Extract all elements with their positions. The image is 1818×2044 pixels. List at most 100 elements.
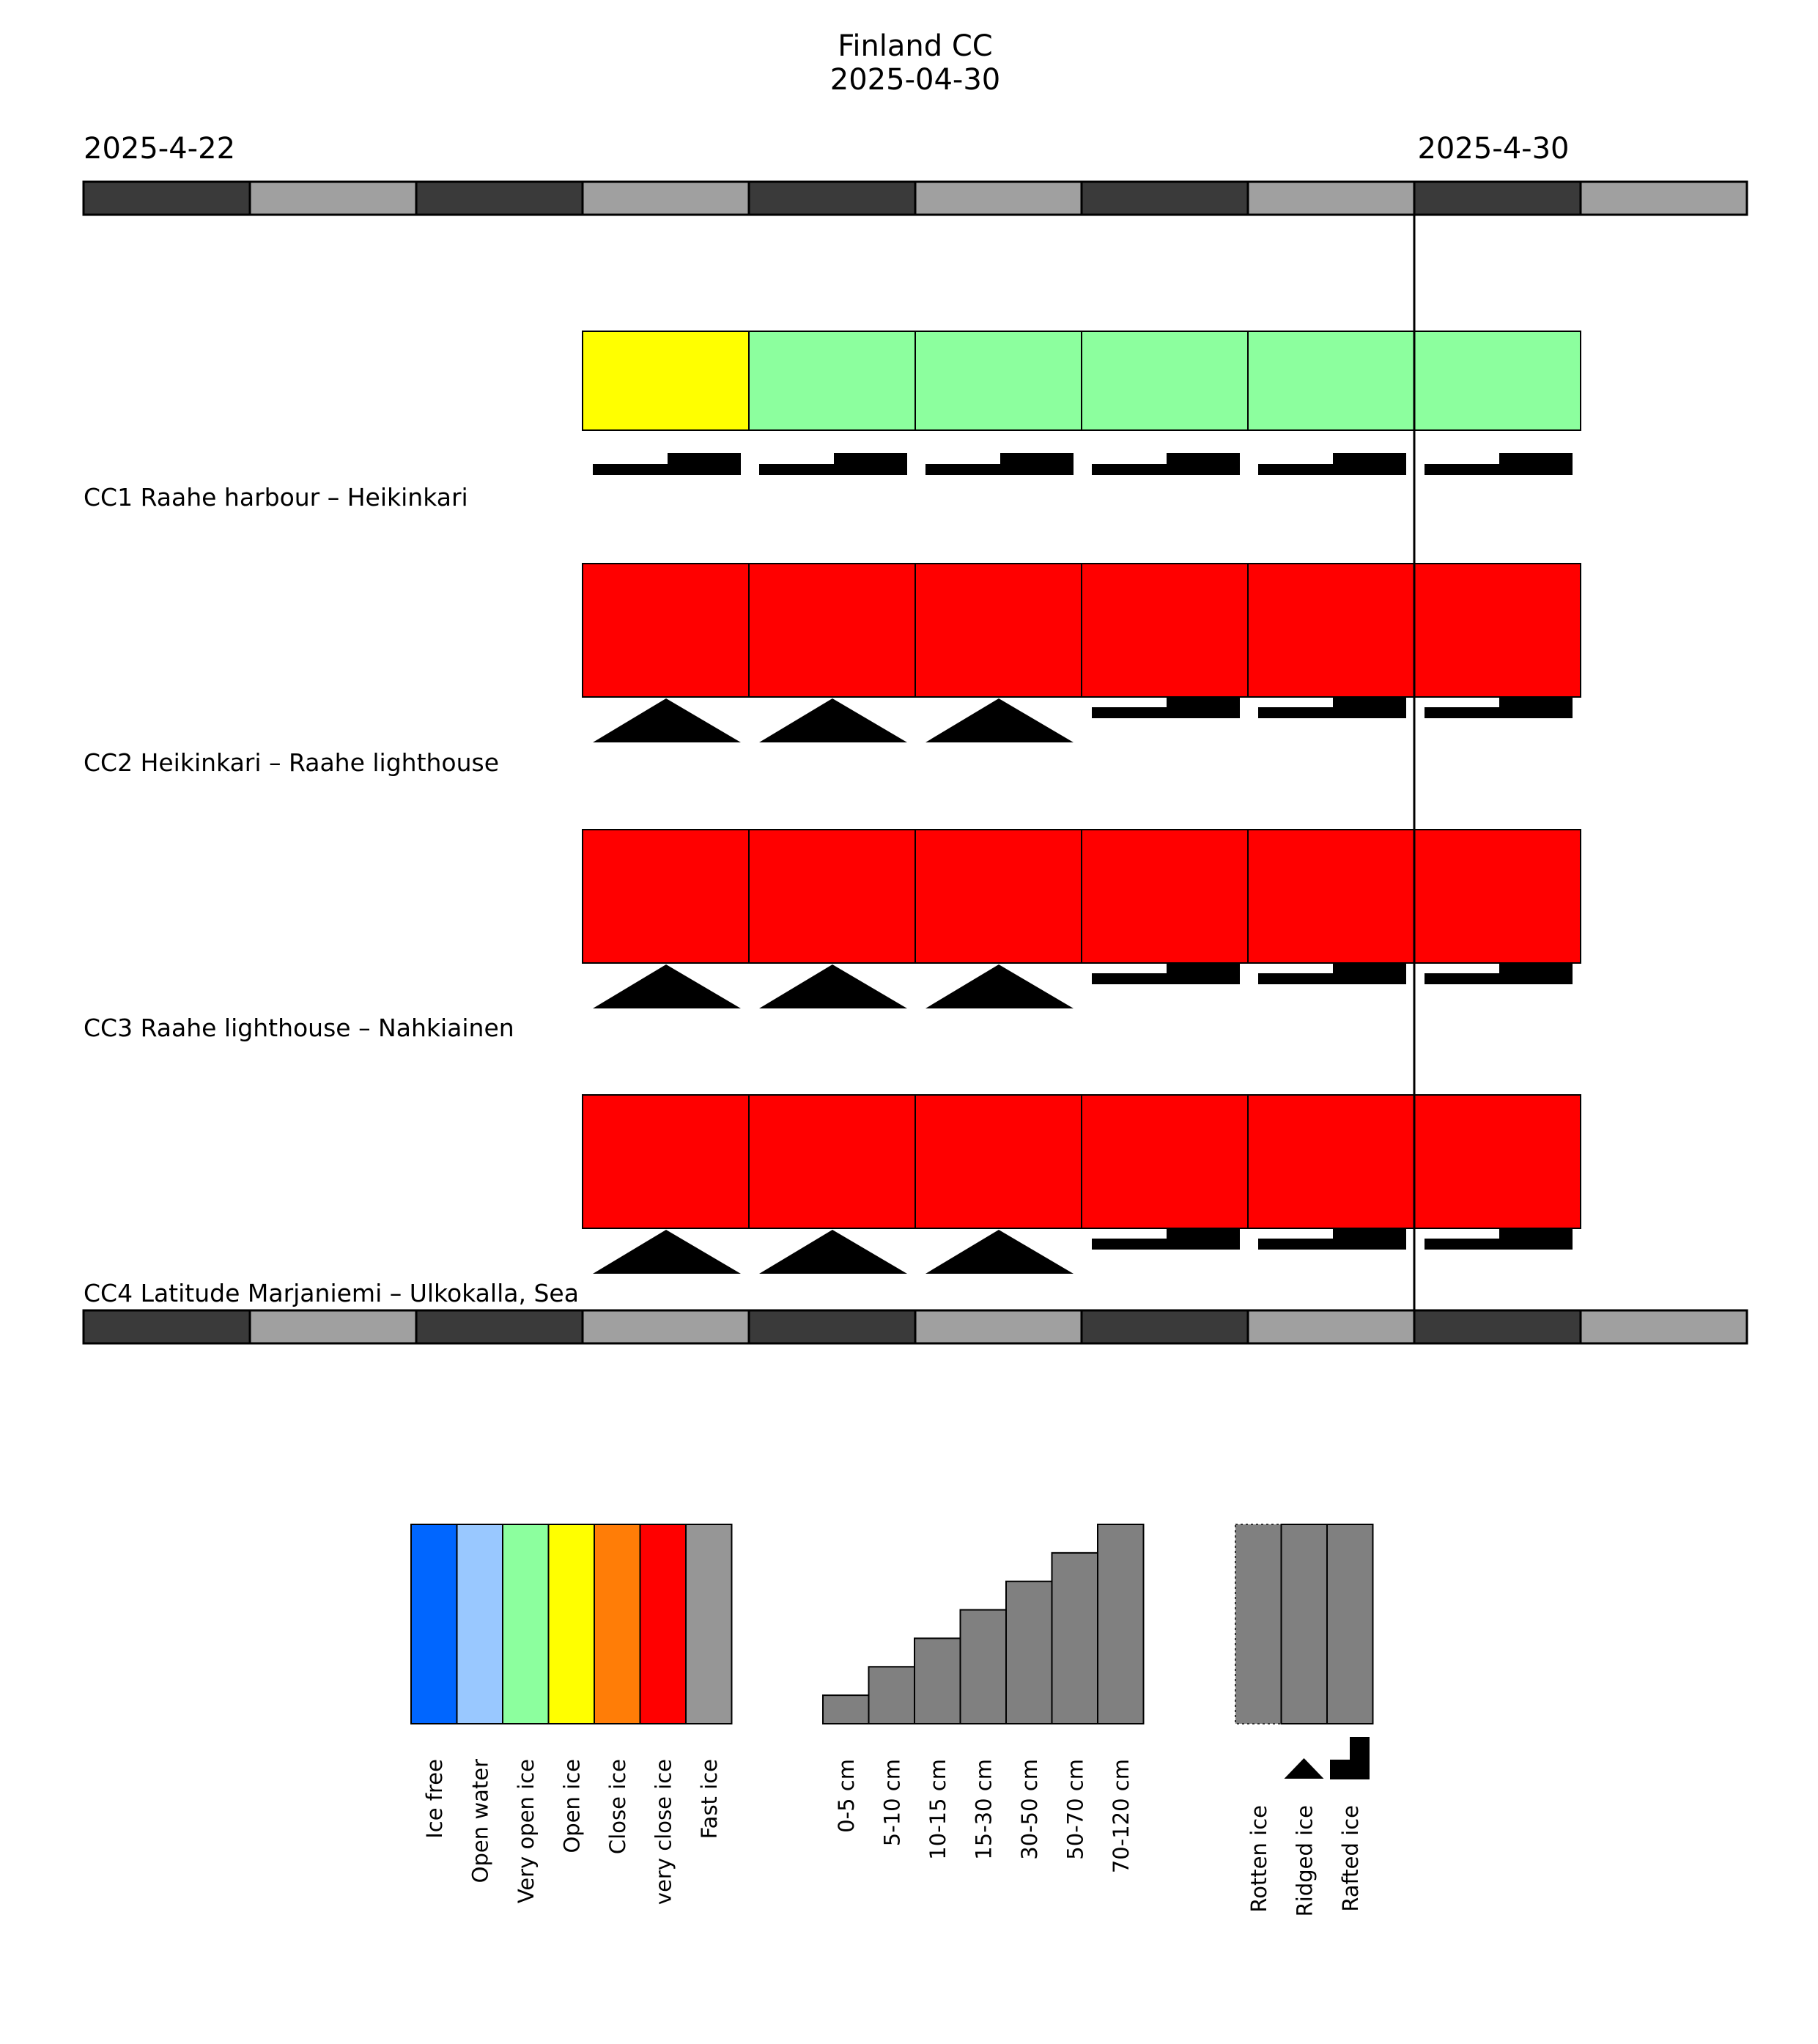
- concentration-cell: [1414, 829, 1581, 964]
- rafted-ice-icon: [1425, 1228, 1573, 1250]
- concentration-cell: [582, 1094, 750, 1229]
- thickness-bar: [822, 1694, 870, 1724]
- thickness-label: 5-10 cm: [880, 1759, 905, 1846]
- concentration-cell: [1414, 331, 1581, 431]
- rafted-ice-icon: [1092, 962, 1240, 984]
- concentration-cell: [748, 563, 916, 698]
- day-cell: [1413, 180, 1582, 216]
- section-label: CC3 Raahe lighthouse – Nahkiainen: [84, 1014, 514, 1042]
- thickness-bar: [1097, 1524, 1145, 1724]
- legend-swatch: [456, 1524, 503, 1724]
- ice-type-legend: Rotten ice Ridged ice Rafted ice: [1235, 1524, 1374, 1916]
- section-4: CC4 Latitude Marjaniemi – Ulkokalla, Sea: [84, 1094, 1581, 1307]
- concentration-cell: [1247, 563, 1415, 698]
- day-cell: [1246, 1309, 1416, 1345]
- rafted-ice-icon: [1258, 696, 1406, 718]
- day-cell: [248, 180, 418, 216]
- ice-type-label: Rafted ice: [1338, 1805, 1363, 1912]
- day-cell: [1080, 180, 1249, 216]
- rafted-ice-icon: [759, 453, 907, 475]
- concentration-cell: [914, 829, 1082, 964]
- rafted-ice-icon: [1092, 696, 1240, 718]
- day-cell: [1579, 1309, 1748, 1345]
- day-cell: [415, 1309, 584, 1345]
- day-cell: [248, 1309, 418, 1345]
- ice-type-swatch: [1235, 1524, 1282, 1724]
- rafted-ice-icon: [1425, 696, 1573, 718]
- ridged-ice-icon: [593, 964, 741, 1008]
- ridged-ice-icon: [593, 698, 741, 742]
- concentration-cell: [582, 331, 750, 431]
- legend-swatch: [410, 1524, 458, 1724]
- thickness-label: 15-30 cm: [972, 1759, 997, 1860]
- concentration-cell: [1081, 563, 1249, 698]
- concentration-cell: [1414, 1094, 1581, 1229]
- rafted-ice-icon: [1425, 453, 1573, 475]
- day-cell: [1579, 180, 1748, 216]
- chart-title: Finland CC: [838, 29, 993, 63]
- thickness-label: 70-120 cm: [1109, 1759, 1134, 1873]
- thickness-bar: [1051, 1552, 1098, 1725]
- legend-label: Ice free: [422, 1759, 447, 1839]
- rafted-ice-icon: [1425, 962, 1573, 984]
- concentration-cell: [582, 563, 750, 698]
- concentration-cell: [582, 829, 750, 964]
- concentration-cell: [1081, 1094, 1249, 1229]
- ice-type-swatch: [1280, 1524, 1328, 1724]
- concentration-cell: [748, 829, 916, 964]
- concentration-cell: [914, 563, 1082, 698]
- bottom-day-bar: [82, 1309, 1748, 1345]
- thickness-legend: 0-5 cm 5-10 cm 10-15 cm 15-30 cm 30-50 cm 50-…: [822, 1524, 1145, 1873]
- rafted-ice-icon: [925, 453, 1074, 475]
- legend-swatch: [639, 1524, 687, 1724]
- concentration-cell: [1081, 331, 1249, 431]
- legend-swatch: [594, 1524, 641, 1724]
- ridged-ice-icon: [1284, 1758, 1324, 1779]
- ridged-ice-icon: [925, 698, 1074, 742]
- thickness-label: 10-15 cm: [925, 1759, 950, 1860]
- ice-type-swatch: [1326, 1524, 1374, 1724]
- day-cell: [581, 1309, 750, 1345]
- thickness-label: 0-5 cm: [834, 1759, 859, 1833]
- section-label: CC1 Raahe harbour – Heikinkari: [84, 483, 468, 512]
- sections: CC1 Raahe harbour – Heikinkari CC2 Heikin…: [84, 331, 1581, 1307]
- legend-swatch: [502, 1524, 550, 1724]
- chart-subtitle: 2025-04-30: [830, 63, 1000, 97]
- chart-title-group: Finland CC 2025-04-30 2025-4-22 2025-4-3…: [84, 29, 1570, 166]
- ice-type-label: Ridged ice: [1293, 1805, 1318, 1916]
- concentration-cell: [1414, 563, 1581, 698]
- thickness-bar: [868, 1666, 915, 1724]
- day-cell: [82, 180, 251, 216]
- concentration-cell: [914, 1094, 1082, 1229]
- day-cell: [747, 180, 917, 216]
- rafted-ice-icon: [1092, 1228, 1240, 1250]
- legend-swatch: [547, 1524, 595, 1724]
- ridged-ice-icon: [759, 698, 907, 742]
- day-cell: [415, 180, 584, 216]
- ridged-ice-icon: [925, 964, 1074, 1008]
- day-cell: [581, 180, 750, 216]
- day-cell: [82, 1309, 251, 1345]
- day-cell: [914, 180, 1083, 216]
- concentration-cell: [1247, 1094, 1415, 1229]
- legend-label: Open water: [468, 1759, 493, 1883]
- rafted-ice-icon: [1092, 453, 1240, 475]
- thickness-bar: [1005, 1580, 1053, 1725]
- concentration-cell: [914, 331, 1082, 431]
- legend-swatch: [685, 1524, 733, 1724]
- thickness-bar: [959, 1609, 1007, 1725]
- legend-label: very close ice: [651, 1759, 676, 1905]
- concentration-cell: [1247, 331, 1415, 431]
- day-cell: [1246, 180, 1416, 216]
- legend-label: Close ice: [605, 1759, 630, 1854]
- concentration-cell: [1247, 829, 1415, 964]
- concentration-legend: Ice free Open water Very open ice Open ice C…: [410, 1524, 733, 1905]
- ridged-ice-icon: [925, 1230, 1074, 1274]
- section-label: CC2 Heikinkari – Raahe lighthouse: [84, 748, 499, 777]
- section-2: CC2 Heikinkari – Raahe lighthouse: [84, 563, 1581, 777]
- ridged-ice-icon: [759, 1230, 907, 1274]
- day-cell: [1080, 1309, 1249, 1345]
- current-date-label: 2025-4-30: [1417, 132, 1569, 166]
- rafted-ice-icon: [1258, 962, 1406, 984]
